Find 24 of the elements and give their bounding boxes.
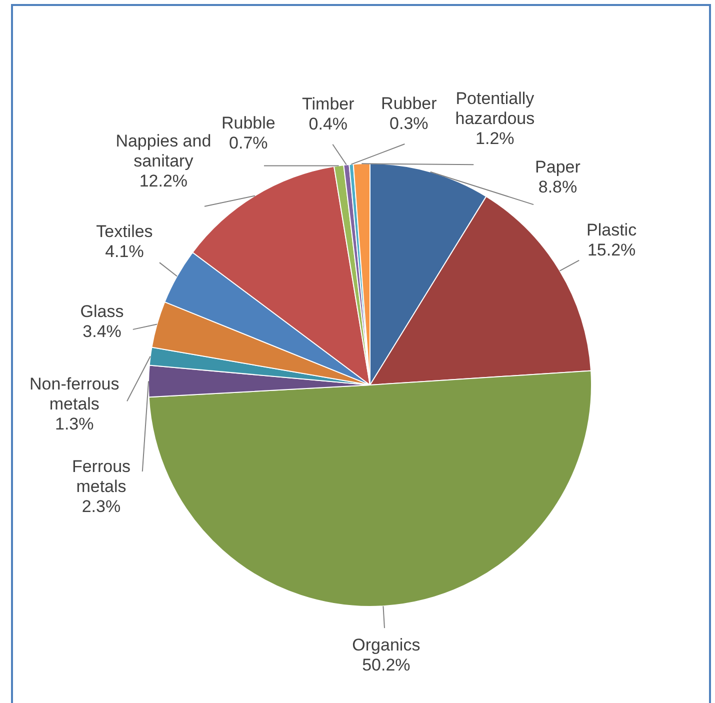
- slice-label: Non-ferrous metals: [30, 374, 120, 414]
- slice-label: Rubber: [381, 94, 438, 114]
- data-label: 0.7%: [229, 133, 268, 152]
- slice-label: Organics: [352, 636, 420, 655]
- data-label: 12.2%: [139, 172, 188, 191]
- data-label: 2.3%: [82, 496, 121, 516]
- data-label: 50.2%: [362, 656, 410, 675]
- data-label: 3.4%: [82, 322, 122, 341]
- slice-label: Nappies and sanitary: [116, 132, 212, 171]
- slice-label: Textiles: [96, 222, 153, 241]
- data-label: 1.2%: [476, 129, 514, 148]
- slice-label: Paper: [535, 158, 581, 177]
- data-label: 1.3%: [55, 414, 94, 434]
- data-label: 15.2%: [587, 240, 636, 260]
- data-label: 0.3%: [390, 114, 428, 134]
- slice-label: Potentially hazardous: [455, 89, 535, 128]
- slice-label: Timber: [302, 94, 355, 114]
- data-label: 4.1%: [105, 242, 144, 261]
- data-label: 8.8%: [538, 178, 578, 197]
- slice-label: Rubble: [221, 113, 276, 132]
- data-label: 0.4%: [308, 114, 348, 134]
- slice-label: Plastic: [586, 220, 638, 240]
- slice-label: Ferrous metals: [72, 456, 131, 496]
- slice-label: Glass: [80, 302, 124, 321]
